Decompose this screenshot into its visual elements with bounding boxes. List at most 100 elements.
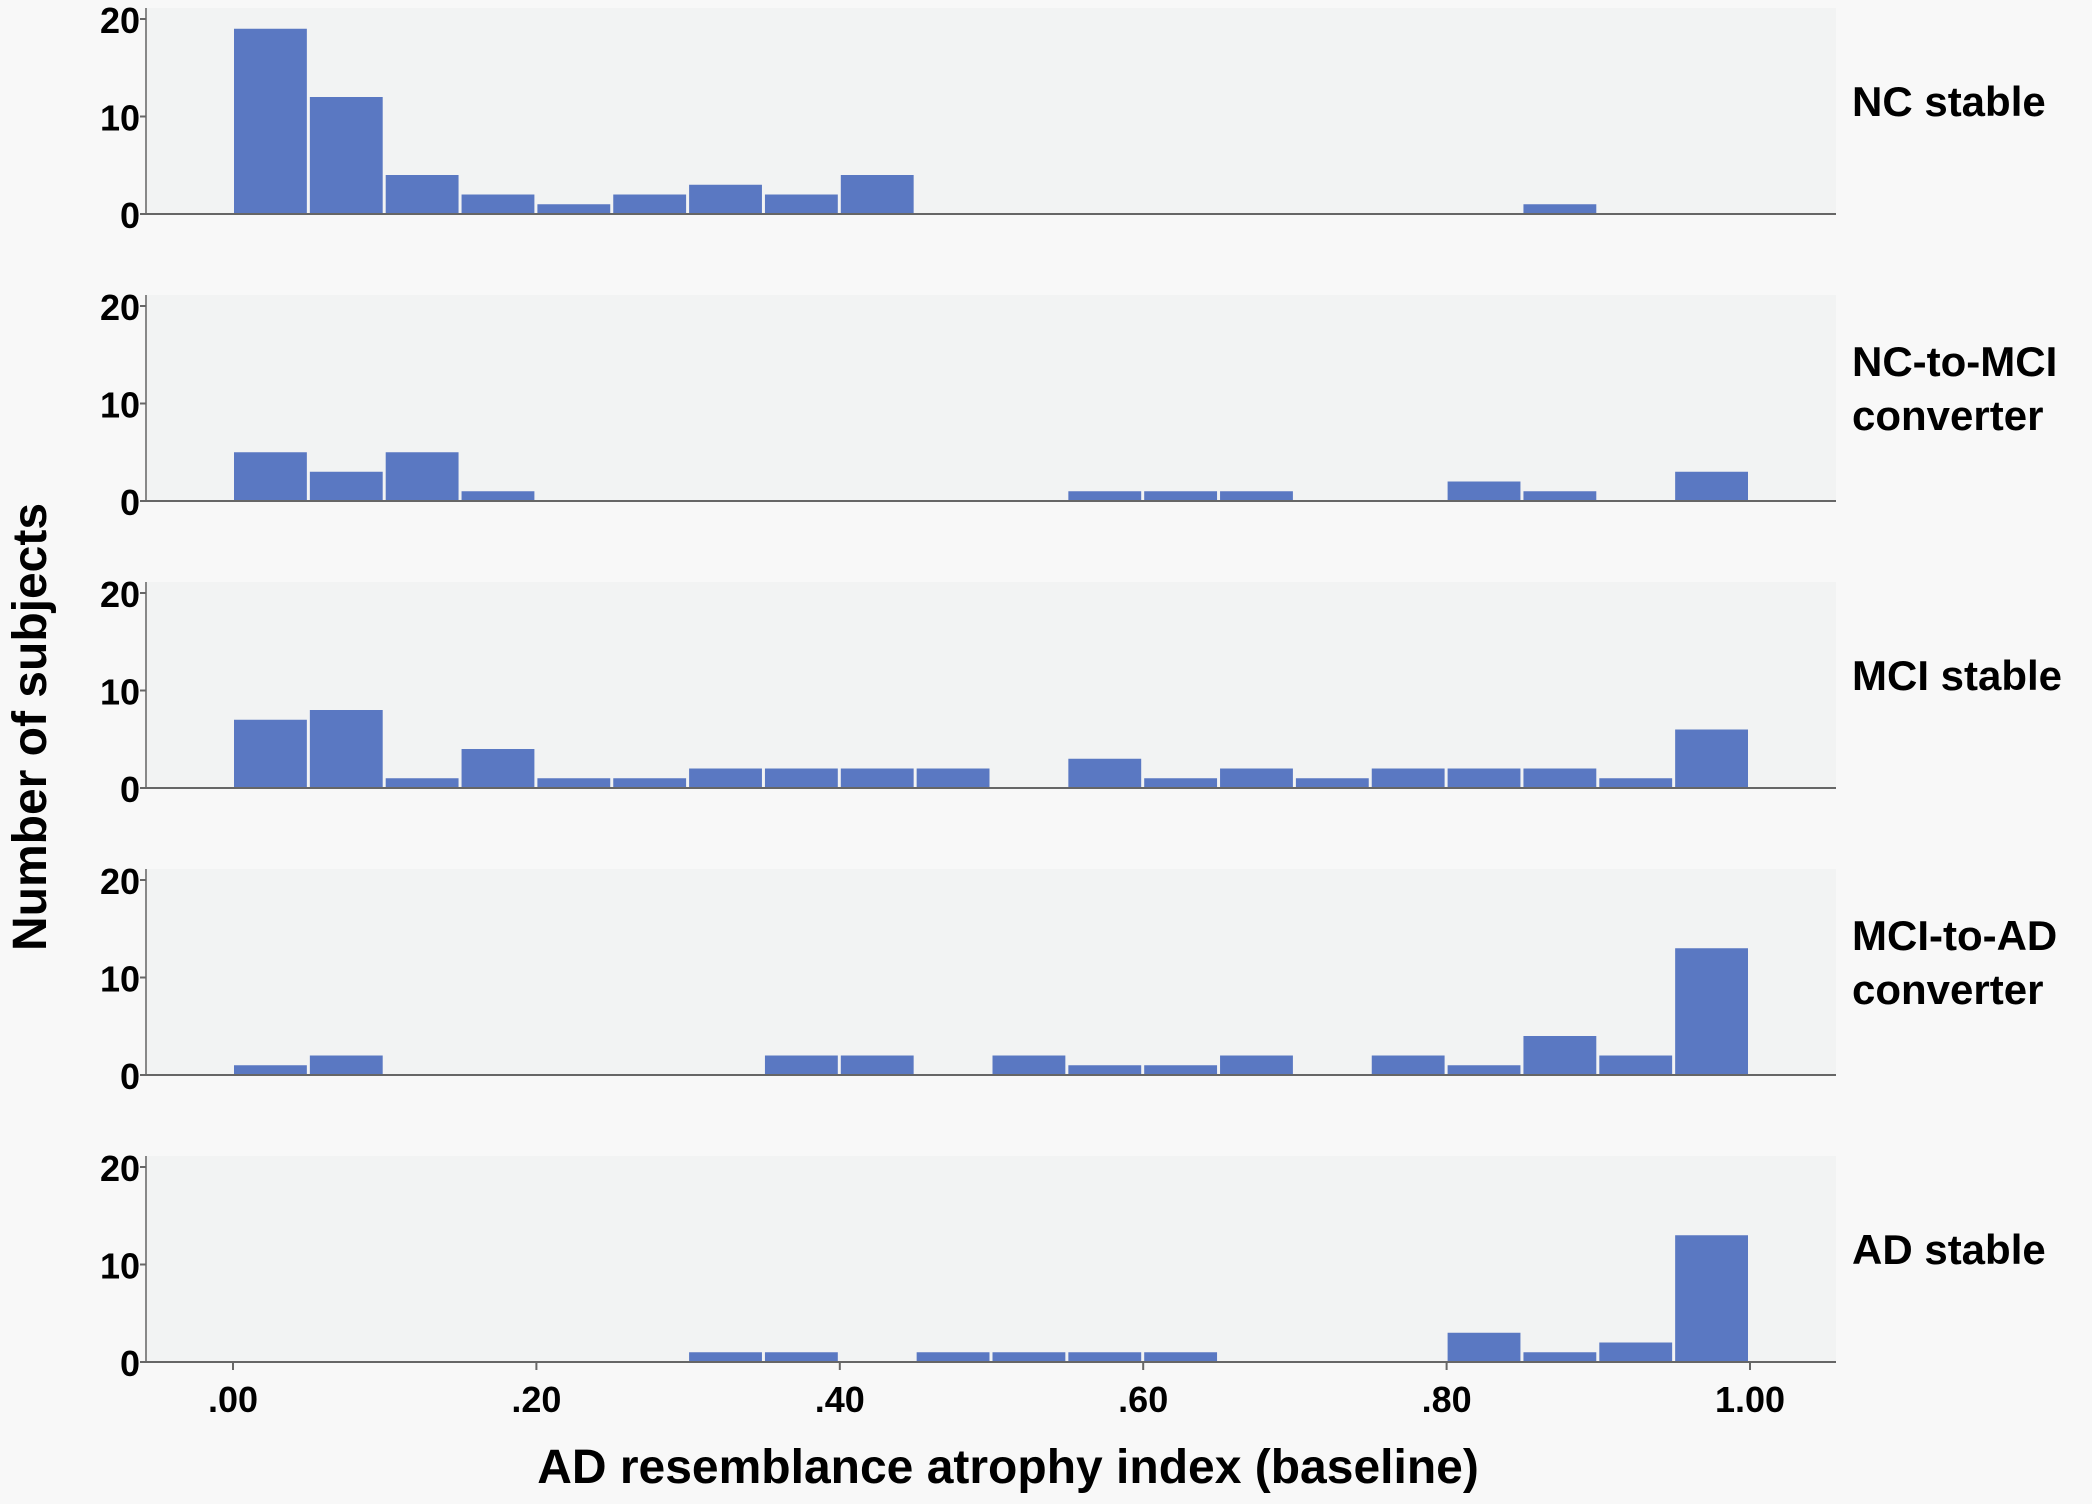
y-tick-label: 0 bbox=[120, 1056, 140, 1097]
histogram-bar bbox=[1675, 471, 1748, 501]
y-axis-title: Number of subjects bbox=[4, 503, 57, 951]
y-tick-label: 10 bbox=[100, 98, 140, 139]
panel-label: converter bbox=[1852, 392, 2043, 439]
histogram-bar bbox=[234, 719, 307, 788]
histogram-bar bbox=[916, 768, 990, 788]
histogram-bar bbox=[764, 768, 838, 788]
histogram-bar bbox=[840, 768, 914, 788]
x-tick-label: 1.00 bbox=[1715, 1379, 1785, 1420]
panel-label: NC-to-MCI bbox=[1852, 338, 2057, 385]
x-tick-label: .40 bbox=[815, 1379, 865, 1420]
histogram-bar bbox=[234, 452, 307, 501]
histogram-bar bbox=[385, 175, 459, 214]
x-axis: .00 .20 .40 .60 .80 1.00 bbox=[208, 1362, 1785, 1420]
y-tick-label: 20 bbox=[100, 287, 140, 328]
histogram-bar bbox=[689, 1352, 762, 1362]
histogram-bar bbox=[1599, 1055, 1673, 1075]
histogram-bar bbox=[1295, 778, 1369, 788]
histogram-bar bbox=[1675, 729, 1748, 788]
panel-ad-stable: 0 10 20 AD stable bbox=[100, 1148, 2046, 1384]
histogram-bar bbox=[1068, 758, 1142, 788]
histogram-bar bbox=[1447, 1065, 1521, 1075]
histogram-bar bbox=[1675, 1235, 1748, 1362]
histogram-bar bbox=[1675, 948, 1748, 1075]
histogram-bar bbox=[613, 194, 687, 214]
x-tick-label: .60 bbox=[1118, 1379, 1168, 1420]
panel-label: NC stable bbox=[1852, 78, 2046, 125]
histogram-bar bbox=[1371, 1055, 1445, 1075]
histogram-bar bbox=[1068, 1352, 1142, 1362]
histogram-bar bbox=[461, 749, 535, 788]
histogram-bar bbox=[689, 184, 762, 214]
histogram-bar bbox=[1144, 1352, 1218, 1362]
panels: 0 10 20 NC stable 0 10 20 NC-to-MCI converter 0 10… bbox=[100, 0, 2062, 1384]
x-axis-title: AD resemblance atrophy index (baseline) bbox=[537, 1441, 1479, 1494]
histogram-bar bbox=[1220, 768, 1293, 788]
histogram-bar bbox=[764, 1055, 838, 1075]
histogram-bar bbox=[537, 204, 611, 214]
y-tick-label: 0 bbox=[120, 482, 140, 523]
histogram-bar bbox=[1371, 768, 1445, 788]
histogram-bar bbox=[309, 1055, 383, 1075]
histogram-bar bbox=[309, 97, 383, 214]
panel-label: MCI stable bbox=[1852, 652, 2062, 699]
panel-mci-stable: 0 10 20 MCI stable bbox=[100, 574, 2062, 810]
histogram-bar bbox=[1523, 768, 1597, 788]
y-tick-label: 20 bbox=[100, 1148, 140, 1189]
y-tick-label: 10 bbox=[100, 959, 140, 1000]
histogram-bar bbox=[1523, 491, 1597, 501]
x-tick-label: .00 bbox=[208, 1379, 258, 1420]
histogram-bar bbox=[1599, 778, 1673, 788]
histogram-bar bbox=[1144, 1065, 1218, 1075]
histogram-bar bbox=[1068, 1065, 1142, 1075]
x-tick-label: .80 bbox=[1422, 1379, 1472, 1420]
histogram-bar bbox=[1523, 204, 1597, 214]
y-tick-label: 20 bbox=[100, 574, 140, 615]
panel-background bbox=[146, 1156, 1836, 1362]
histogram-bar bbox=[385, 452, 459, 501]
histogram-bar bbox=[764, 1352, 838, 1362]
histogram-bar bbox=[385, 778, 459, 788]
histogram-bar bbox=[689, 768, 762, 788]
x-tick-label: .20 bbox=[511, 1379, 561, 1420]
panel-mci-to-ad-converter: 0 10 20 MCI-to-AD converter bbox=[100, 861, 2057, 1097]
y-tick-label: 10 bbox=[100, 672, 140, 713]
histogram-bar bbox=[461, 194, 535, 214]
histogram-bar bbox=[992, 1055, 1066, 1075]
panel-label: MCI-to-AD bbox=[1852, 912, 2057, 959]
histogram-bar bbox=[234, 28, 307, 214]
histogram-bar bbox=[916, 1352, 990, 1362]
panel-nc-to-mci-converter: 0 10 20 NC-to-MCI converter bbox=[100, 287, 2057, 523]
histogram-bar bbox=[461, 491, 535, 501]
y-tick-label: 20 bbox=[100, 861, 140, 902]
histogram-bar bbox=[1523, 1036, 1597, 1075]
histogram-bar bbox=[537, 778, 611, 788]
panel-label: AD stable bbox=[1852, 1226, 2046, 1273]
histogram-bar bbox=[234, 1065, 307, 1075]
histogram-bar bbox=[1599, 1342, 1673, 1362]
histogram-bar bbox=[1220, 1055, 1293, 1075]
histogram-bar bbox=[992, 1352, 1066, 1362]
y-tick-label: 0 bbox=[120, 1343, 140, 1384]
histogram-bar bbox=[1523, 1352, 1597, 1362]
y-tick-label: 10 bbox=[100, 1246, 140, 1287]
y-tick-label: 10 bbox=[100, 385, 140, 426]
histogram-bar bbox=[1144, 491, 1218, 501]
histogram-bar bbox=[1220, 491, 1293, 501]
panel-background bbox=[146, 582, 1836, 788]
histogram-bar bbox=[764, 194, 838, 214]
histogram-bar bbox=[613, 778, 687, 788]
y-tick-label: 0 bbox=[120, 769, 140, 810]
histogram-bar bbox=[309, 710, 383, 788]
y-tick-label: 0 bbox=[120, 195, 140, 236]
histogram-bar bbox=[1447, 768, 1521, 788]
y-tick-label: 20 bbox=[100, 0, 140, 41]
panel-label: converter bbox=[1852, 966, 2043, 1013]
histogram-bar bbox=[840, 175, 914, 214]
histogram-bar bbox=[1447, 481, 1521, 501]
histogram-bar bbox=[840, 1055, 914, 1075]
histogram-bar bbox=[309, 471, 383, 501]
histogram-bar bbox=[1144, 778, 1218, 788]
panel-nc-stable: 0 10 20 NC stable bbox=[100, 0, 2046, 236]
